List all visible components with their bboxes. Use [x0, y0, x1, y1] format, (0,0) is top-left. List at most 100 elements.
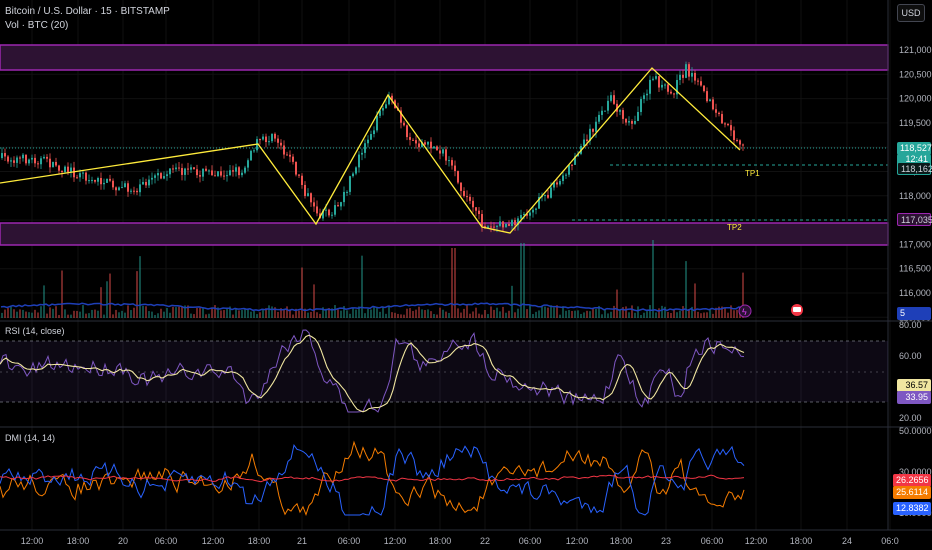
candle-body: [220, 171, 222, 176]
volume-bar: [187, 305, 189, 318]
candle-body: [91, 179, 93, 181]
volume-bar: [499, 311, 501, 318]
candle-body: [232, 170, 234, 172]
candle-body: [136, 190, 138, 193]
dmi-title[interactable]: DMI (14, 14): [5, 433, 55, 443]
last-price-tag: 118,527: [897, 142, 932, 155]
lightning-icon[interactable]: ϟ: [738, 304, 752, 318]
pattern-lines[interactable]: [0, 67, 741, 234]
candle-body: [190, 167, 192, 170]
candle-body: [166, 174, 168, 177]
candle-body: [52, 161, 54, 168]
candle-body: [382, 108, 384, 111]
candle-body: [496, 225, 498, 227]
candle-body: [538, 197, 540, 209]
volume-bar: [388, 305, 390, 318]
time-axis-label: 24: [842, 536, 852, 546]
volume-bar: [121, 310, 123, 318]
volume-bar: [643, 312, 645, 318]
rsi-axis-label: 80.00: [899, 320, 922, 330]
volume-bar: [310, 311, 312, 318]
volume-bar: [415, 309, 417, 318]
earnings-icon[interactable]: [791, 304, 803, 316]
volume-bar: [520, 243, 522, 318]
candle-body: [544, 194, 546, 196]
candle-body: [313, 202, 315, 207]
volume-bar: [634, 312, 636, 318]
volume-bar: [610, 311, 612, 318]
candle-body: [592, 128, 594, 132]
candle-body: [565, 174, 567, 176]
volume-bar: [541, 306, 543, 318]
volume-bar: [640, 314, 642, 318]
volume-bar: [352, 307, 354, 318]
candle-body: [46, 156, 48, 159]
candle-body: [430, 141, 432, 149]
volume-bar: [130, 310, 132, 318]
volume-bar: [349, 313, 351, 318]
candle-body: [505, 224, 507, 228]
candle-body: [619, 110, 621, 112]
volume-bar: [412, 310, 414, 318]
volume-bar: [13, 309, 15, 318]
candle-body: [76, 177, 78, 179]
candle-body: [739, 140, 741, 145]
symbol-title[interactable]: Bitcoin / U.S. Dollar · 15 · BITSTAMP: [5, 6, 170, 17]
volume-indicator-title[interactable]: Vol · BTC (20): [5, 20, 69, 31]
candle-body: [238, 167, 240, 176]
currency-button[interactable]: USD: [897, 4, 925, 22]
volume-bar: [655, 312, 657, 318]
volume-bar: [127, 305, 129, 318]
candle-body: [613, 95, 615, 104]
volume-bar: [202, 308, 204, 318]
candle-body: [211, 170, 213, 176]
candle-body: [634, 120, 636, 124]
volume-bar: [592, 308, 594, 318]
volume-bar: [511, 285, 513, 318]
rsi-title[interactable]: RSI (14, close): [5, 326, 65, 336]
candle-body: [637, 111, 639, 121]
volume-bar: [307, 312, 309, 318]
volume-bar: [427, 309, 429, 318]
volume-bar: [736, 309, 738, 318]
candle-body: [145, 181, 147, 186]
candle-body: [124, 183, 126, 188]
candle-body: [37, 163, 39, 165]
volume-bar: [712, 313, 714, 318]
volume-bar: [628, 312, 630, 318]
candle-body: [364, 143, 366, 153]
volume-bar: [670, 313, 672, 318]
rsi-value-tag: 33.95: [897, 391, 931, 404]
time-axis-label: 18:00: [610, 536, 633, 546]
candle-body: [25, 154, 27, 164]
time-axis-label: 06:00: [155, 536, 178, 546]
candle-body: [424, 142, 426, 145]
candle-body: [100, 178, 102, 185]
time-axis-label: 06:00: [519, 536, 542, 546]
volume-bar: [622, 307, 624, 318]
candle-body: [118, 187, 120, 191]
price-axis-label: 119,500: [899, 118, 931, 128]
candle-body: [142, 181, 144, 185]
candle-body: [298, 174, 300, 176]
time-axis[interactable]: 12:00 18:00 20 06:00 12:00 18:00 21 06:00 12:00 1…: [21, 536, 899, 546]
volume-bar: [463, 308, 465, 318]
candle-body: [595, 121, 597, 132]
candle-body: [610, 95, 612, 101]
volume-bar: [553, 307, 555, 318]
price-axis-label: 118,000: [899, 191, 931, 201]
candle-body: [682, 74, 684, 78]
volume-bar: [274, 307, 276, 318]
candle-body: [412, 139, 414, 141]
price-axis-label: 117,000: [899, 239, 931, 249]
candle-body: [169, 168, 171, 175]
volume-bar: [118, 312, 120, 318]
volume-bar: [538, 310, 540, 318]
candle-body: [28, 159, 30, 164]
candle-body: [562, 175, 564, 181]
price-axis-label: 116,000: [899, 288, 931, 298]
time-axis-label: 12:00: [21, 536, 44, 546]
candle-body: [67, 166, 69, 173]
candle-body: [481, 214, 483, 227]
